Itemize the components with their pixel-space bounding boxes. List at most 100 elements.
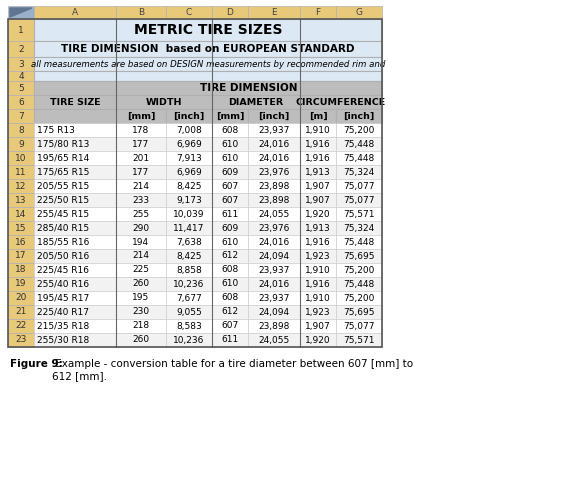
Text: 611: 611 — [221, 210, 239, 218]
Bar — [300, 109, 336, 123]
Text: 610: 610 — [221, 279, 239, 289]
Text: 1,910: 1,910 — [305, 126, 331, 135]
Bar — [8, 41, 34, 57]
Bar — [248, 193, 300, 207]
Text: 23,937: 23,937 — [258, 294, 290, 302]
Bar — [212, 193, 248, 207]
Text: 608: 608 — [221, 294, 239, 302]
Text: 75,448: 75,448 — [344, 238, 375, 246]
Bar — [116, 137, 166, 151]
Text: 175/65 R15: 175/65 R15 — [37, 167, 89, 176]
Text: 610: 610 — [221, 154, 239, 163]
Bar — [336, 207, 382, 221]
Text: 23,976: 23,976 — [258, 167, 290, 176]
Bar — [34, 71, 382, 81]
Bar — [212, 277, 248, 291]
Bar — [212, 207, 248, 221]
Text: 177: 177 — [132, 139, 149, 148]
Bar — [116, 165, 166, 179]
Text: 215/35 R18: 215/35 R18 — [37, 322, 89, 330]
Bar — [8, 207, 34, 221]
Bar — [8, 291, 34, 305]
Bar — [8, 95, 34, 109]
Text: 225/45 R16: 225/45 R16 — [37, 266, 89, 274]
Bar — [34, 221, 116, 235]
Text: 1,913: 1,913 — [305, 167, 331, 176]
Bar — [34, 123, 116, 137]
Text: 14: 14 — [15, 210, 27, 218]
Bar — [34, 179, 116, 193]
Text: 75,695: 75,695 — [343, 307, 375, 317]
Text: 225/40 R17: 225/40 R17 — [37, 307, 89, 317]
Text: 20: 20 — [15, 294, 27, 302]
Text: 75,571: 75,571 — [343, 335, 375, 345]
Bar — [300, 165, 336, 179]
Bar — [212, 291, 248, 305]
Bar — [166, 179, 212, 193]
Bar — [212, 319, 248, 333]
Bar — [336, 179, 382, 193]
Text: 1,910: 1,910 — [305, 266, 331, 274]
Bar — [166, 305, 212, 319]
Text: E: E — [271, 8, 277, 17]
Bar — [300, 319, 336, 333]
Bar — [8, 179, 34, 193]
Bar — [212, 95, 300, 109]
Bar — [8, 277, 34, 291]
Bar — [300, 235, 336, 249]
Bar — [166, 137, 212, 151]
Bar — [336, 221, 382, 235]
Text: 75,324: 75,324 — [344, 223, 375, 233]
Text: 24,016: 24,016 — [258, 139, 290, 148]
Text: 233: 233 — [132, 195, 149, 204]
Bar — [212, 137, 248, 151]
Bar — [212, 249, 248, 263]
Bar — [212, 109, 248, 123]
Bar — [336, 137, 382, 151]
Text: 218: 218 — [132, 322, 149, 330]
Bar — [116, 319, 166, 333]
Text: 10,039: 10,039 — [173, 210, 205, 218]
Bar — [116, 235, 166, 249]
Bar — [34, 305, 116, 319]
Bar — [248, 333, 300, 347]
Text: 1,920: 1,920 — [305, 210, 331, 218]
Text: 1,907: 1,907 — [305, 322, 331, 330]
Bar — [116, 305, 166, 319]
Text: TIRE DIMENSION  based on EUROPEAN STANDARD: TIRE DIMENSION based on EUROPEAN STANDAR… — [61, 44, 355, 54]
Bar — [248, 6, 300, 19]
Text: 75,200: 75,200 — [344, 266, 375, 274]
Text: 10,236: 10,236 — [173, 335, 205, 345]
Bar — [212, 333, 248, 347]
Text: A: A — [72, 8, 78, 17]
Bar — [248, 319, 300, 333]
Bar — [8, 151, 34, 165]
Bar — [248, 179, 300, 193]
Text: 23,976: 23,976 — [258, 223, 290, 233]
Bar — [8, 123, 34, 137]
Bar — [336, 193, 382, 207]
Bar — [248, 263, 300, 277]
Bar — [248, 277, 300, 291]
Bar — [116, 291, 166, 305]
Bar — [116, 277, 166, 291]
Bar — [166, 207, 212, 221]
Text: 23: 23 — [15, 335, 27, 345]
Text: 225/50 R15: 225/50 R15 — [37, 195, 89, 204]
Bar — [336, 319, 382, 333]
Bar — [336, 109, 382, 123]
Text: 24,016: 24,016 — [258, 238, 290, 246]
Bar — [166, 277, 212, 291]
Bar — [8, 165, 34, 179]
Bar — [116, 207, 166, 221]
Text: 6: 6 — [18, 98, 24, 107]
Bar — [212, 305, 248, 319]
Text: 8,425: 8,425 — [176, 251, 201, 261]
Text: 8,583: 8,583 — [176, 322, 202, 330]
Text: 4: 4 — [18, 72, 24, 81]
Bar — [248, 123, 300, 137]
Bar — [300, 179, 336, 193]
Text: 214: 214 — [132, 251, 149, 261]
Bar — [248, 207, 300, 221]
Text: [inch]: [inch] — [173, 111, 205, 120]
